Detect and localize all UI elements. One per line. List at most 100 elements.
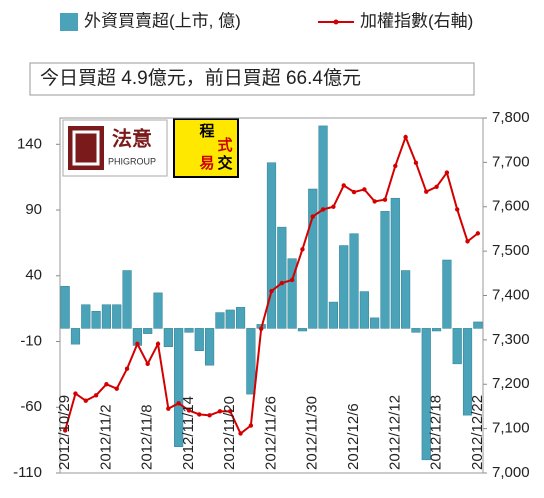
y-tick-label: 140: [17, 135, 42, 152]
bar: [246, 328, 256, 395]
line-marker: [300, 247, 305, 252]
x-tick-label: 2012/11/14: [180, 396, 197, 470]
bar: [452, 328, 462, 365]
bar: [153, 292, 163, 329]
bar: [308, 188, 318, 329]
bar: [328, 301, 338, 329]
logo-text: 交: [217, 154, 232, 172]
line-marker: [155, 341, 161, 347]
bar: [194, 328, 204, 351]
line-marker: [135, 341, 140, 347]
bar: [266, 162, 277, 329]
x-tick-label: 2012/11/30: [304, 396, 321, 470]
line-marker: [186, 408, 192, 413]
legend-label: 外資買賣超(上市, 億): [84, 11, 241, 30]
line-marker: [269, 288, 274, 294]
bar: [163, 328, 173, 348]
bar: [81, 304, 91, 329]
y-tick-label: 90: [25, 201, 42, 218]
bar: [380, 211, 390, 329]
x-tick-label: 2012/11/26: [262, 396, 279, 470]
line-marker: [475, 231, 481, 236]
logo-text: 程: [199, 123, 214, 140]
line-marker: [197, 412, 202, 417]
y-tick-label: 40: [25, 267, 42, 284]
x-tick-label: 2012/12/22: [469, 395, 486, 470]
line-marker: [62, 428, 68, 433]
bar: [174, 328, 184, 447]
line-marker: [258, 326, 264, 331]
y2-tick-label: 7,500: [492, 242, 530, 259]
line-marker: [124, 366, 130, 371]
bar: [205, 328, 215, 366]
bar: [215, 312, 225, 329]
line-marker: [207, 413, 212, 418]
line-marker: [434, 184, 439, 189]
logo: 程 式 交 易: [173, 118, 239, 178]
y2-tick-label: 7,600: [492, 198, 530, 215]
y-tick-label: -110: [13, 464, 42, 481]
line-marker: [341, 183, 346, 188]
y2-tick-label: 7,200: [492, 375, 530, 392]
line-marker: [310, 214, 315, 219]
x-tick-label: 2012/12/18: [428, 395, 445, 470]
plot-area: [59, 117, 484, 474]
y2-tick-label: 7,800: [492, 109, 530, 126]
line-marker: [320, 207, 326, 212]
y-tick-label: -60: [20, 398, 42, 415]
line-marker: [424, 189, 429, 194]
line-marker: [248, 423, 254, 428]
bar: [318, 125, 328, 329]
line-marker: [455, 207, 460, 212]
legend-marker: [333, 19, 339, 25]
x-tick-label: 2012/11/2: [97, 404, 114, 470]
bar: [370, 317, 380, 329]
bar: [401, 270, 411, 329]
subtitle-box: [29, 62, 475, 96]
bar: [122, 270, 132, 329]
bar: [60, 286, 70, 329]
line-marker: [372, 199, 377, 204]
logo: 法意 PHIGROUP: [62, 119, 168, 177]
y2-tick-label: 7,000: [492, 464, 530, 481]
bar: [184, 328, 194, 333]
bar: [462, 328, 473, 416]
legend-label: 加權指數(右軸): [360, 11, 473, 30]
bar: [101, 304, 112, 329]
bar: [442, 259, 452, 329]
bar: [143, 328, 153, 334]
logo-text: 法意: [112, 126, 152, 150]
bar: [431, 328, 442, 332]
line-marker: [279, 280, 285, 286]
y2-tick-label: 7,300: [492, 331, 530, 348]
bar: [277, 226, 287, 329]
logo-subtext: PHIGROUP: [108, 156, 156, 166]
line-marker: [362, 187, 367, 192]
line-marker: [403, 134, 408, 140]
line-marker: [228, 409, 233, 414]
line-marker: [83, 398, 88, 403]
logo-box: [173, 118, 239, 178]
line-marker: [145, 361, 150, 367]
bar: [339, 245, 349, 329]
legend-swatch: [60, 13, 78, 31]
y2-tick-label: 7,400: [492, 286, 530, 303]
bar: [359, 291, 369, 329]
line-marker: [289, 277, 295, 283]
subtitle: 今日買超 4.9億元，前日買超 66.4億元: [40, 67, 361, 89]
line-marker: [176, 401, 181, 406]
line-marker: [382, 197, 388, 202]
bar: [235, 307, 246, 329]
line-marker: [465, 239, 470, 244]
x-tick-label: 2012/11/20: [221, 396, 238, 470]
logo-text: 式: [217, 136, 232, 154]
bar: [112, 304, 122, 329]
line-marker: [444, 170, 450, 175]
y-tick-label: -10: [20, 332, 42, 349]
logo-text: 易: [199, 155, 214, 172]
bar: [70, 328, 81, 345]
bar: [225, 309, 235, 329]
line-marker: [351, 189, 357, 195]
bar: [297, 328, 308, 332]
